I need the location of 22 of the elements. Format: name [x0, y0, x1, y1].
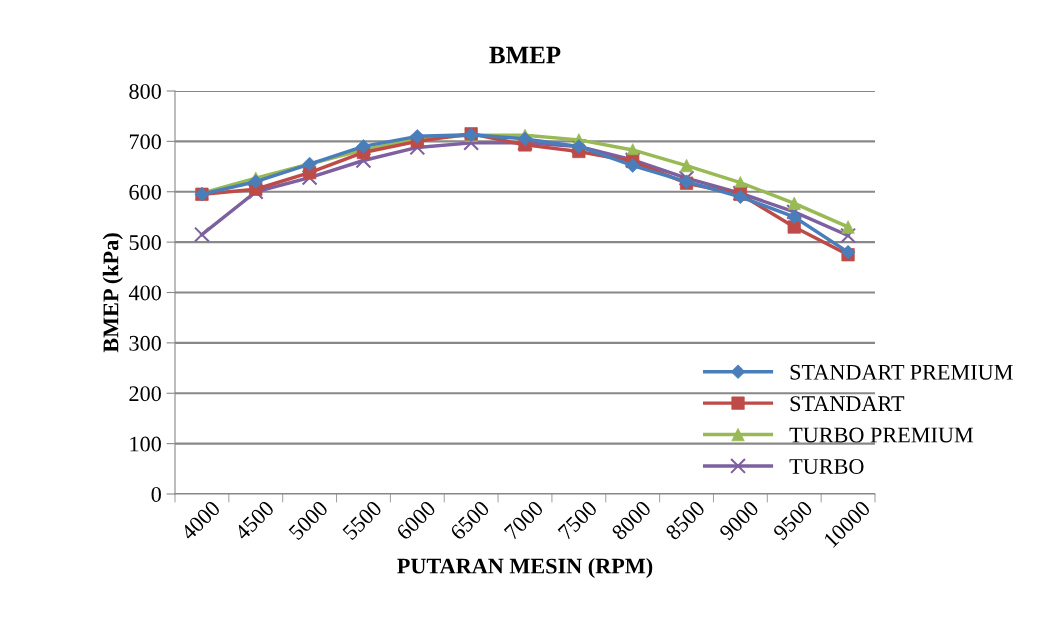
y-tick-label: 800 [129, 83, 161, 99]
legend-label: TURBO PREMIUM [789, 427, 974, 443]
y-tick-label: 500 [129, 235, 161, 251]
y-tick-label: 300 [129, 335, 161, 351]
y-tick-label: 200 [129, 386, 161, 402]
x-tick-label: 7500 [557, 499, 598, 541]
legend-label: STANDART [790, 396, 905, 412]
legend-label: STANDART PREMIUM [790, 364, 1013, 380]
chart-title: BMEP [489, 46, 561, 64]
x-axis-title: PUTARAN MESIN (RPM) [397, 557, 653, 579]
y-tick-label: 100 [130, 436, 161, 452]
x-tick-label: 6500 [449, 499, 491, 541]
legend-label: TURBO [789, 459, 864, 474]
y-tick-label: 400 [128, 285, 161, 301]
y-axis-title: BMEP (kPa) [102, 233, 123, 353]
y-tick-label: 0 [151, 486, 161, 502]
x-tick-label: 4500 [233, 499, 275, 542]
y-tick-label: 600 [129, 184, 161, 200]
y-tick-label: 700 [129, 134, 161, 150]
x-tick-label: 6000 [395, 499, 437, 541]
x-tick-label: 7000 [503, 499, 545, 541]
x-tick-label: 4000 [179, 499, 221, 542]
